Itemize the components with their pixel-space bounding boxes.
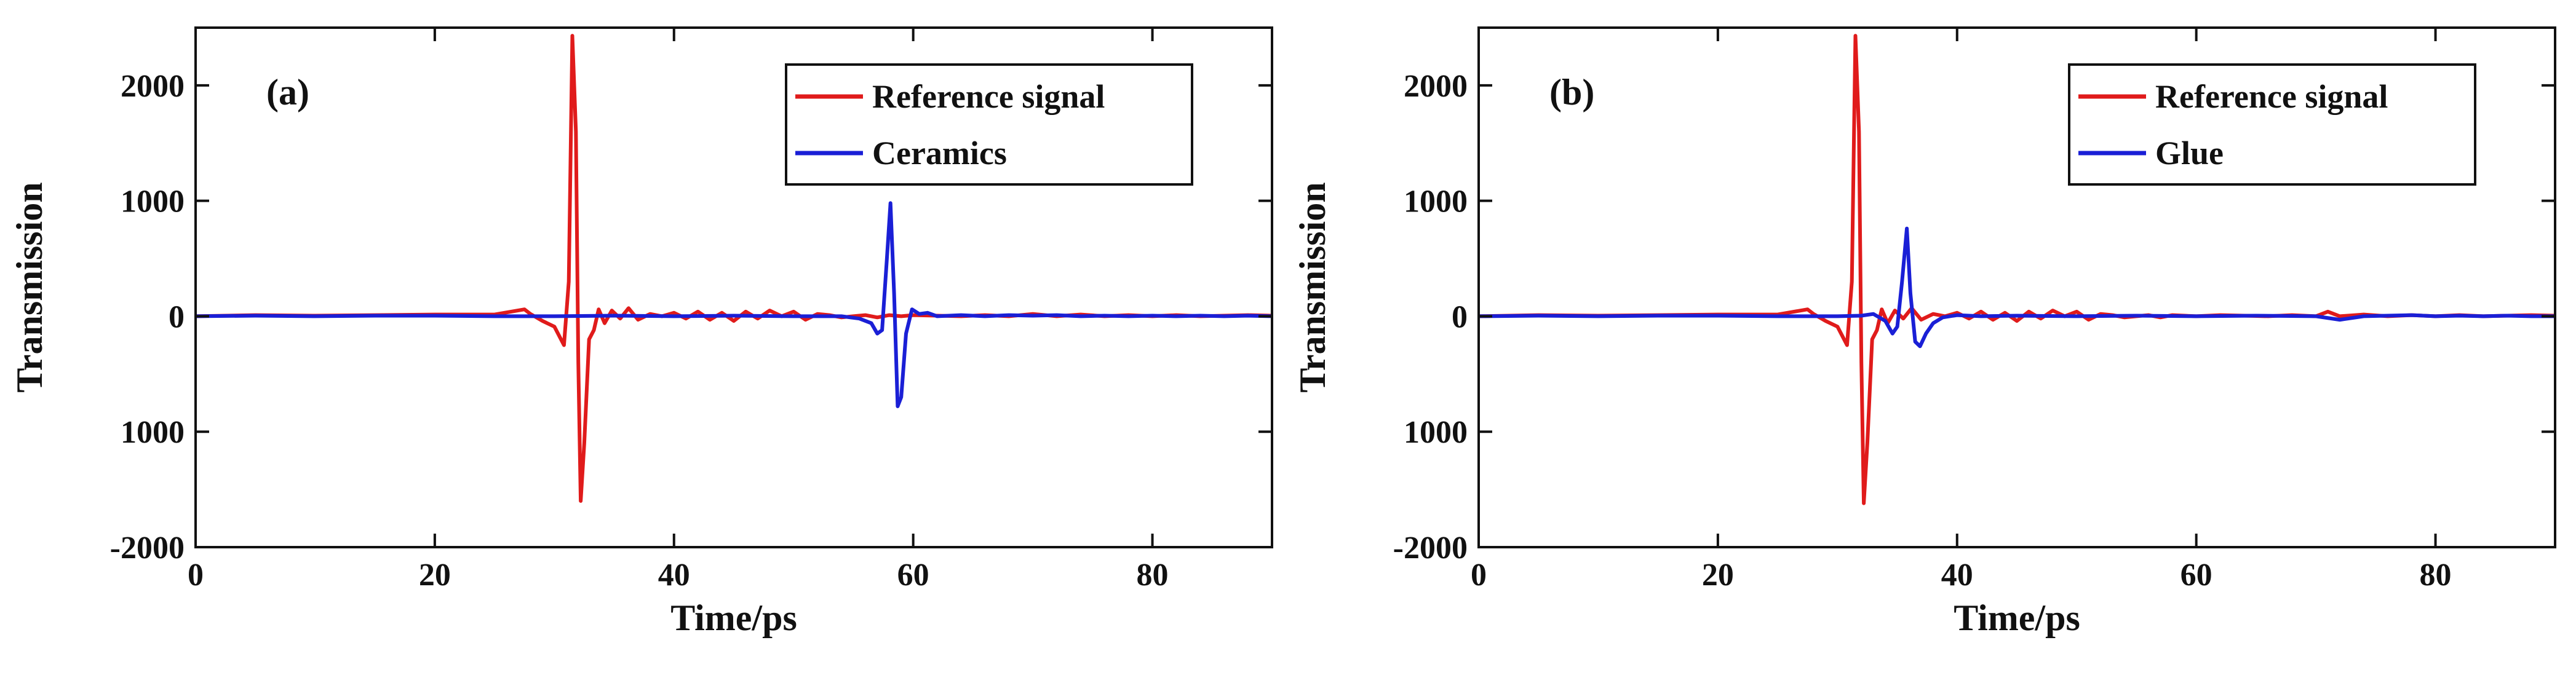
chart-panel-b: 0 20 40 60 80 2000 1000 0 1000 -2000 Transmission…: [1292, 26, 2556, 638]
y-tick-label: 1000: [121, 415, 185, 450]
y-tick-label: 1000: [1404, 184, 1468, 219]
x-axis-label: Time/ps: [1954, 598, 2080, 638]
series-line-reference-signal: [1479, 34, 2555, 505]
x-tick-label: 60: [897, 558, 929, 593]
axis-ticks: 0 20 40 60 80 2000 1000 0 1000 -2000: [110, 28, 1272, 593]
y-tick-label: -2000: [1393, 531, 1468, 566]
legend-label-glue: Glue: [2155, 135, 2224, 172]
y-tick-label: -2000: [110, 531, 185, 566]
panel-label: (b): [1549, 72, 1594, 113]
y-axis-label: Transmission: [1292, 182, 1333, 392]
x-tick-label: 80: [2420, 558, 2452, 593]
legend-label-reference: Reference signal: [872, 78, 1105, 115]
legend: Reference signal Glue: [2068, 63, 2476, 186]
plot-frame: [194, 26, 1273, 548]
y-axis-label: Transmission: [9, 182, 50, 392]
y-tick-label: 0: [1452, 299, 1468, 334]
y-tick-label: 2000: [1404, 69, 1468, 104]
legend-box: [2068, 63, 2476, 186]
x-tick-label: 0: [1471, 558, 1487, 593]
x-tick-label: 40: [1941, 558, 1973, 593]
plot-area: [1479, 34, 2555, 505]
legend-box: [785, 63, 1193, 186]
x-tick-label: 40: [658, 558, 690, 593]
series-line-ceramics: [196, 201, 1272, 408]
y-tick-label: 1000: [121, 184, 185, 219]
axis-ticks: 0 20 40 60 80 2000 1000 0 1000 -2000: [1393, 28, 2555, 593]
legend: Reference signal Ceramics: [785, 63, 1193, 186]
legend-label-ceramics: Ceramics: [872, 135, 1007, 172]
plot-area: [196, 34, 1272, 503]
x-tick-label: 20: [419, 558, 451, 593]
x-tick-label: 60: [2180, 558, 2212, 593]
x-tick-label: 20: [1702, 558, 1734, 593]
x-tick-label: 80: [1137, 558, 1169, 593]
y-tick-label: 0: [169, 299, 185, 334]
panel-label: (a): [266, 72, 309, 113]
y-tick-label: 2000: [121, 69, 185, 104]
y-tick-label: 1000: [1404, 415, 1468, 450]
legend-label-reference: Reference signal: [2155, 78, 2388, 115]
x-tick-label: 0: [188, 558, 204, 593]
chart-panel-a: 0 20 40 60 80 2000 1000 0 1000 -2000 Transmission…: [9, 26, 1273, 638]
series-line-glue: [1479, 226, 2555, 349]
plot-frame: [1477, 26, 2556, 548]
x-axis-label: Time/ps: [670, 598, 797, 638]
